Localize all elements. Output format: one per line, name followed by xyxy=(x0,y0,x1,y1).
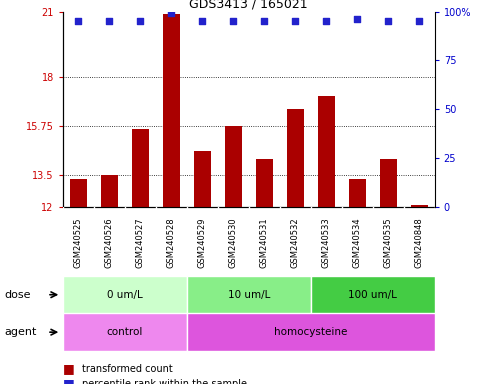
Bar xyxy=(411,205,428,207)
Bar xyxy=(311,276,435,313)
Text: GSM240532: GSM240532 xyxy=(291,218,300,268)
Point xyxy=(322,18,330,25)
Text: GSM240525: GSM240525 xyxy=(74,218,83,268)
Text: GSM240534: GSM240534 xyxy=(353,218,362,268)
Bar xyxy=(101,175,118,207)
Text: GSM240848: GSM240848 xyxy=(415,218,424,268)
Text: 100 um/L: 100 um/L xyxy=(348,290,397,300)
Point xyxy=(354,16,361,22)
Point xyxy=(291,18,299,25)
Bar xyxy=(132,129,149,207)
Bar xyxy=(70,179,87,207)
Bar xyxy=(163,14,180,207)
Bar xyxy=(349,179,366,207)
Point xyxy=(136,18,144,25)
Point xyxy=(105,18,113,25)
Text: percentile rank within the sample: percentile rank within the sample xyxy=(82,379,247,384)
Point xyxy=(168,10,175,17)
Point xyxy=(74,18,82,25)
Text: GSM240529: GSM240529 xyxy=(198,218,207,268)
Text: GSM240531: GSM240531 xyxy=(260,218,269,268)
Point xyxy=(260,18,268,25)
Text: agent: agent xyxy=(5,327,37,337)
Point xyxy=(415,18,423,25)
Text: dose: dose xyxy=(5,290,31,300)
Bar xyxy=(63,313,187,351)
Bar xyxy=(256,159,273,207)
Text: homocysteine: homocysteine xyxy=(274,327,347,337)
Bar xyxy=(194,151,211,207)
Text: GSM240527: GSM240527 xyxy=(136,218,145,268)
Text: control: control xyxy=(107,327,143,337)
Bar xyxy=(287,109,304,207)
Text: GSM240526: GSM240526 xyxy=(105,218,114,268)
Text: GSM240528: GSM240528 xyxy=(167,218,176,268)
Bar xyxy=(380,159,397,207)
Text: transformed count: transformed count xyxy=(82,364,173,374)
Text: ■: ■ xyxy=(63,377,74,384)
Text: ■: ■ xyxy=(63,362,74,375)
Point xyxy=(199,18,206,25)
Bar xyxy=(225,126,242,207)
Point xyxy=(384,18,392,25)
Text: GSM240535: GSM240535 xyxy=(384,218,393,268)
Title: GDS3413 / 165021: GDS3413 / 165021 xyxy=(189,0,308,10)
Text: GSM240533: GSM240533 xyxy=(322,218,331,268)
Text: GSM240530: GSM240530 xyxy=(229,218,238,268)
Text: 0 um/L: 0 um/L xyxy=(107,290,142,300)
Bar xyxy=(187,276,311,313)
Bar xyxy=(318,96,335,207)
Text: 10 um/L: 10 um/L xyxy=(227,290,270,300)
Bar xyxy=(187,313,435,351)
Point xyxy=(229,18,237,25)
Bar xyxy=(63,276,187,313)
